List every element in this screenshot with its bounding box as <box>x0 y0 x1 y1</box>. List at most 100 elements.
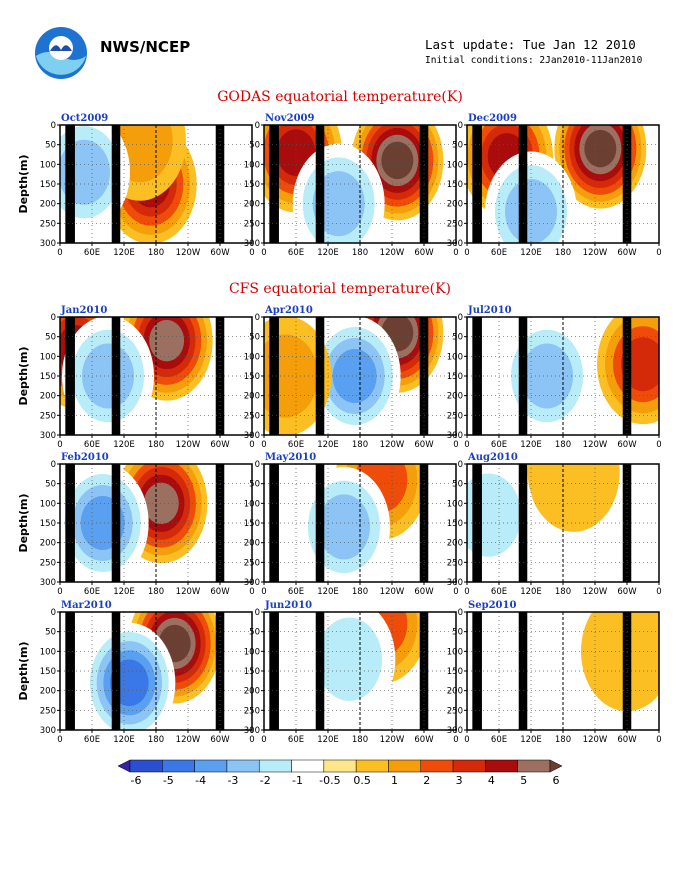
colorbar-swatch <box>117 759 131 773</box>
colorbar-label: -4 <box>195 774 206 787</box>
y-tick-label: 50 <box>452 141 463 151</box>
x-tick-label: 0 <box>57 440 62 450</box>
land-mask <box>472 125 482 243</box>
panel-title: Jul2010 <box>467 305 512 316</box>
x-tick-label: 0 <box>261 587 266 597</box>
heatmap-panel-mar2010: Mar2010 0 60E 120E 180 120W 60W 0 0 50 100 150 200 25… <box>17 600 255 745</box>
noaa-logo-icon <box>35 27 87 79</box>
y-tick-label: 250 <box>40 558 56 568</box>
y-tick-label: 50 <box>452 628 463 638</box>
panel-title: Dec2009 <box>468 113 517 124</box>
x-tick-label: 0 <box>453 587 458 597</box>
x-tick-label: 0 <box>464 440 469 450</box>
y-tick-label: 0 <box>51 121 56 131</box>
panel-title: Aug2010 <box>467 452 518 463</box>
y-axis-label: Depth(m) <box>17 641 30 700</box>
x-tick-label: 180 <box>555 735 571 745</box>
y-tick-label: 250 <box>447 558 463 568</box>
y-tick-label: 250 <box>447 411 463 421</box>
y-tick-label: 200 <box>40 200 56 210</box>
y-tick-label: 150 <box>40 667 56 677</box>
heatmap-panel-jan2010: Jan2010 0 60E 120E 180 120W 60W 0 0 50 100 150 200 25… <box>17 305 255 450</box>
y-tick-label: 0 <box>255 460 260 470</box>
y-tick-label: 150 <box>447 667 463 677</box>
x-tick-label: 180 <box>555 587 571 597</box>
y-tick-label: 200 <box>447 392 463 402</box>
x-tick-label: 60W <box>617 248 637 258</box>
y-tick-label: 300 <box>244 578 260 588</box>
x-tick-label: 120E <box>520 735 542 745</box>
land-mask <box>65 125 75 243</box>
colorbar-swatch <box>226 759 260 773</box>
x-tick-label: 120W <box>176 440 201 450</box>
panel-title: Jun2010 <box>264 600 312 611</box>
y-tick-label: 100 <box>40 647 56 657</box>
land-mask <box>269 464 279 582</box>
x-tick-label: 0 <box>261 735 266 745</box>
x-tick-label: 0 <box>656 735 661 745</box>
y-tick-label: 150 <box>40 519 56 529</box>
y-tick-label: 0 <box>255 608 260 618</box>
x-tick-label: 0 <box>57 248 62 258</box>
x-tick-label: 120E <box>317 440 339 450</box>
colorbar-label: -0.5 <box>319 774 340 787</box>
x-tick-label: 120E <box>317 248 339 258</box>
x-tick-label: 180 <box>352 440 368 450</box>
colorbar-label: -3 <box>227 774 238 787</box>
y-tick-label: 300 <box>40 431 56 441</box>
y-tick-label: 250 <box>447 706 463 716</box>
panel-title: Apr2010 <box>264 305 313 316</box>
y-tick-label: 50 <box>249 333 260 343</box>
initial-conditions-text: Initial conditions: 2Jan2010-11Jan2010 <box>425 55 643 66</box>
y-tick-label: 100 <box>447 160 463 170</box>
y-tick-label: 50 <box>452 480 463 490</box>
y-tick-label: 250 <box>244 558 260 568</box>
y-tick-label: 200 <box>244 687 260 697</box>
panel-title: Feb2010 <box>61 452 109 463</box>
y-tick-label: 50 <box>45 628 56 638</box>
colorbar-label: 2 <box>423 774 430 787</box>
y-tick-label: 300 <box>447 239 463 249</box>
colorbar-label: 1 <box>391 774 398 787</box>
x-tick-label: 60E <box>491 587 507 597</box>
organization-name: NWS/NCEP <box>100 38 191 56</box>
x-tick-label: 60W <box>414 248 434 258</box>
x-tick-label: 120W <box>583 735 608 745</box>
x-tick-label: 0 <box>249 735 254 745</box>
x-tick-label: 60E <box>84 248 100 258</box>
y-tick-label: 0 <box>51 608 56 618</box>
colorbar-label: 4 <box>488 774 495 787</box>
x-tick-label: 0 <box>261 440 266 450</box>
y-tick-label: 0 <box>458 608 463 618</box>
x-tick-label: 180 <box>148 248 164 258</box>
anomaly-contour <box>149 319 185 362</box>
colorbar-label: 0.5 <box>353 774 371 787</box>
colorbar-label: -2 <box>260 774 271 787</box>
land-mask <box>269 125 279 243</box>
land-mask <box>472 612 482 730</box>
anomaly-contour <box>316 617 382 701</box>
panel-title: Sep2010 <box>468 600 516 611</box>
x-tick-label: 0 <box>464 735 469 745</box>
anomaly-contour <box>143 482 179 525</box>
colorbar-label: -6 <box>131 774 142 787</box>
x-tick-label: 0 <box>656 587 661 597</box>
anomaly-contour <box>527 464 620 532</box>
x-tick-label: 0 <box>57 587 62 597</box>
y-tick-label: 300 <box>40 726 56 736</box>
x-tick-label: 120W <box>380 735 405 745</box>
x-tick-label: 120E <box>520 248 542 258</box>
y-tick-label: 100 <box>244 160 260 170</box>
y-tick-label: 150 <box>447 372 463 382</box>
godas-section-title: GODAS equatorial temperature(K) <box>217 89 463 105</box>
y-tick-label: 300 <box>244 239 260 249</box>
panel-title: May2010 <box>265 452 316 463</box>
y-tick-label: 50 <box>452 333 463 343</box>
y-tick-label: 300 <box>447 578 463 588</box>
colorbar-swatch <box>517 759 551 773</box>
x-tick-label: 60W <box>414 735 434 745</box>
x-tick-label: 60E <box>288 248 304 258</box>
